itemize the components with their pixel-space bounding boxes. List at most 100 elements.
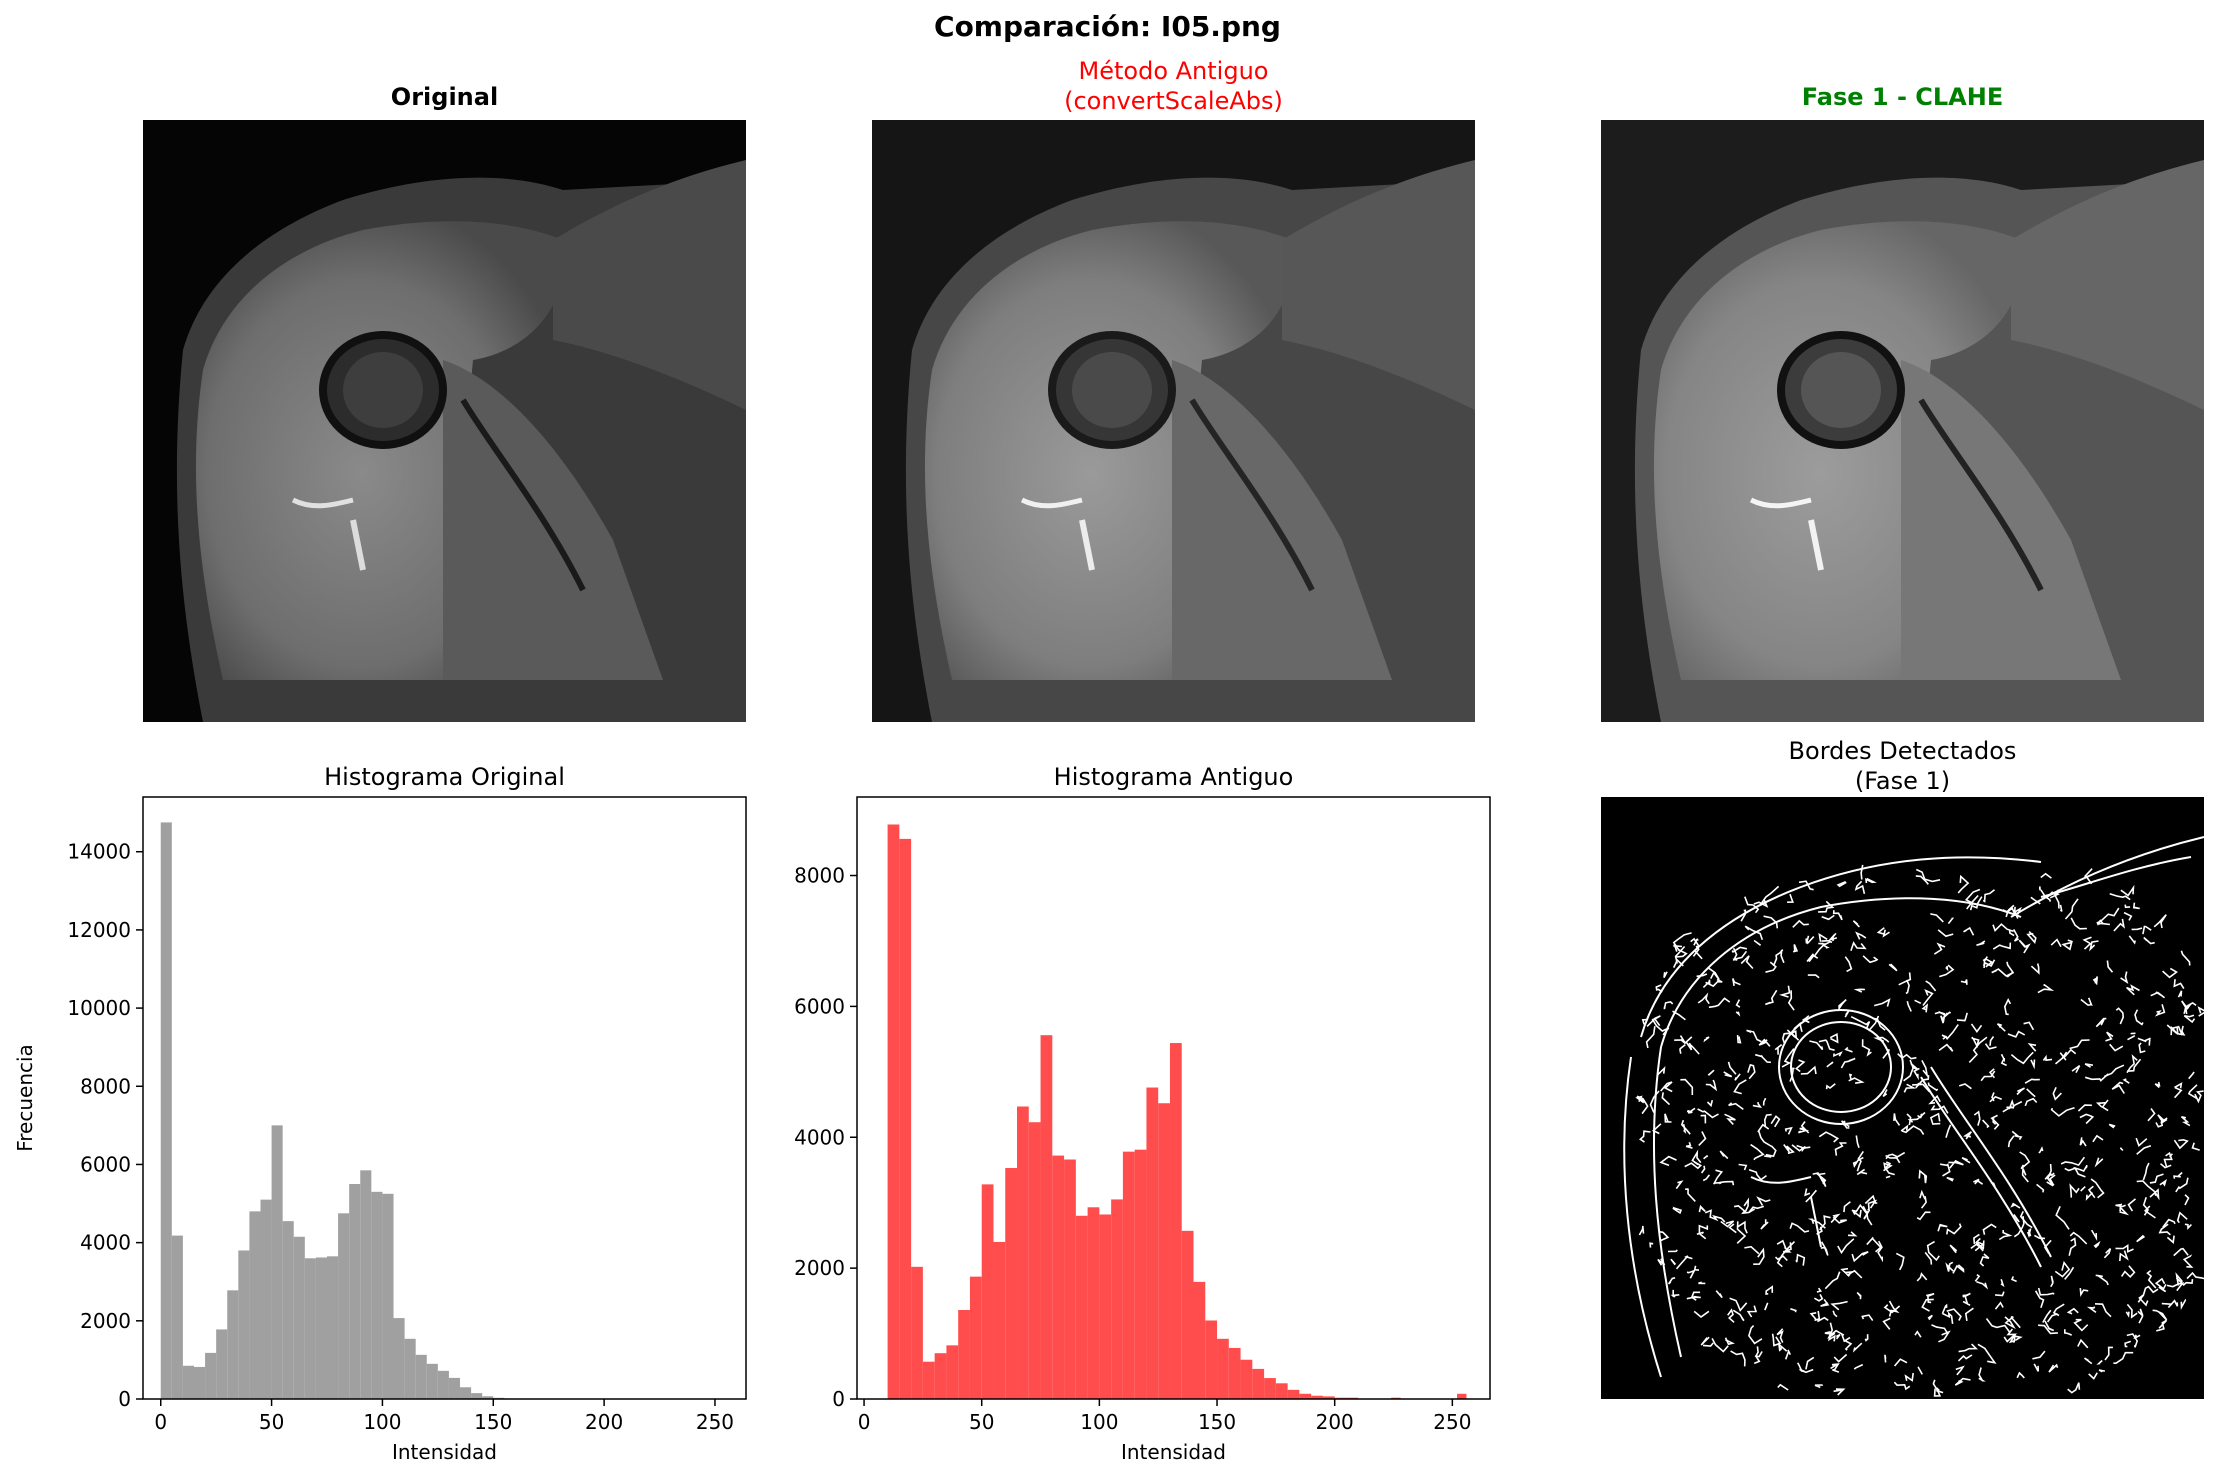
histogram-bar [260, 1199, 272, 1399]
axes-frame [856, 796, 1491, 1400]
clahe-panel-title: Fase 1 - CLAHE [1801, 83, 2004, 111]
histogram-bar [969, 1276, 982, 1399]
histogram-bar [448, 1377, 461, 1399]
histogram-bar [1087, 1207, 1100, 1399]
histogram-bar [482, 1396, 494, 1399]
x-tick-label: 200 [585, 1410, 623, 1434]
histogram-bar [1052, 1155, 1065, 1399]
x-tick-label: 0 [154, 1410, 167, 1434]
histogram-bar [193, 1366, 206, 1399]
hist-original-title: Histograma Original [324, 763, 565, 791]
x-axis-label: Intensidad [392, 1440, 497, 1464]
figure-title: Comparación: I05.png [934, 10, 1281, 43]
histogram-bar [1122, 1151, 1135, 1399]
x-tick-label: 200 [1316, 1410, 1354, 1434]
x-tick-label: 250 [696, 1410, 734, 1434]
histogram-bar [160, 822, 172, 1399]
histogram-bar [171, 1235, 183, 1399]
histogram-bar [238, 1250, 250, 1399]
y-axis-label: Frecuencia [13, 1044, 37, 1152]
x-tick-label: 150 [474, 1410, 512, 1434]
histogram-bar [922, 1361, 935, 1399]
histogram-bar [934, 1353, 947, 1399]
histogram-bar [327, 1256, 339, 1399]
histogram-bar [426, 1363, 438, 1399]
histogram-bar [993, 1241, 1006, 1399]
histogram-bar [887, 824, 900, 1399]
y-tick-label: 6000 [80, 1152, 131, 1176]
histogram-bar [946, 1345, 959, 1399]
histogram-bar [1005, 1168, 1018, 1399]
histogram-bar [1146, 1087, 1159, 1399]
histogram-bar [911, 1266, 923, 1399]
histogram-bar [1264, 1378, 1276, 1399]
histogram-bar [1275, 1383, 1288, 1399]
histogram-bar [338, 1213, 350, 1399]
x-tick-label: 250 [1433, 1410, 1471, 1434]
old-method-title-line1: Método Antiguo [1078, 57, 1269, 85]
histogram-bar [1311, 1395, 1323, 1399]
histogram-bar [1299, 1393, 1312, 1399]
histogram-bar [1322, 1396, 1335, 1399]
histogram-bar [182, 1365, 194, 1399]
histogram-bar [1169, 1043, 1182, 1399]
y-tick-label: 8000 [794, 864, 845, 888]
y-tick-label: 2000 [80, 1309, 131, 1333]
histogram-bar [360, 1170, 372, 1399]
histogram-bar [1217, 1338, 1229, 1399]
y-tick-label: 14000 [67, 840, 131, 864]
old-method-panel-title: Método Antiguo (convertScaleAbs) [872, 56, 1475, 116]
histogram-bar [271, 1125, 283, 1399]
histogram-bar [282, 1221, 294, 1399]
histogram-bar [1158, 1103, 1170, 1399]
y-tick-label: 8000 [80, 1074, 131, 1098]
histogram-bar [315, 1257, 328, 1399]
y-tick-label: 12000 [67, 918, 131, 942]
x-tick-label: 50 [969, 1410, 994, 1434]
histogram-bar [227, 1290, 239, 1399]
histogram-bar [304, 1258, 316, 1399]
histogram-bar [382, 1193, 394, 1399]
histogram-bar [1064, 1159, 1076, 1399]
y-tick-label: 0 [118, 1387, 131, 1411]
histogram-bar [1075, 1215, 1088, 1399]
x-axis-label: Intensidad [1121, 1440, 1226, 1464]
y-tick-label: 0 [832, 1387, 845, 1411]
hist-old-title: Histograma Antiguo [1053, 763, 1294, 791]
x-tick-label: 50 [259, 1410, 284, 1434]
histogram-bar [1193, 1281, 1206, 1399]
y-tick-label: 6000 [794, 994, 845, 1018]
histogram-bar [1111, 1199, 1123, 1399]
histogram-bar [437, 1370, 449, 1399]
y-tick-label: 2000 [794, 1256, 845, 1280]
old-method-title-line2: (convertScaleAbs) [1064, 87, 1283, 115]
histogram-bar [1134, 1149, 1147, 1399]
x-tick-label: 150 [1198, 1410, 1236, 1434]
histogram-bar [371, 1191, 383, 1399]
histogram-bar [460, 1387, 472, 1399]
histogram-bar [249, 1211, 261, 1399]
histogram-bar [1205, 1320, 1218, 1399]
histogram-bar [1228, 1347, 1241, 1399]
histogram-bar [1099, 1214, 1112, 1399]
histogram-bar [404, 1338, 416, 1399]
histogram-bar [1287, 1389, 1300, 1399]
histogram-bar [981, 1184, 994, 1399]
edges-title-line1: Bordes Detectados [1788, 737, 2017, 765]
histogram-bar [958, 1310, 970, 1399]
histogram-bar [1017, 1106, 1029, 1399]
histogram-bar [293, 1236, 305, 1399]
edges-image [1601, 797, 2210, 1399]
original-panel-title: Original [390, 83, 499, 111]
histogram-bar [1181, 1230, 1194, 1399]
histogram-bar [471, 1393, 483, 1399]
histogram-bar [415, 1354, 427, 1399]
histogram-bar [393, 1318, 405, 1399]
histogram-bar [216, 1329, 228, 1399]
histogram-bar [1457, 1393, 1467, 1399]
y-tick-label: 4000 [80, 1231, 131, 1255]
histogram-bar [1028, 1122, 1041, 1399]
edges-panel-title: Bordes Detectados (Fase 1) [1601, 736, 2204, 796]
histogram-bar [1040, 1035, 1053, 1399]
